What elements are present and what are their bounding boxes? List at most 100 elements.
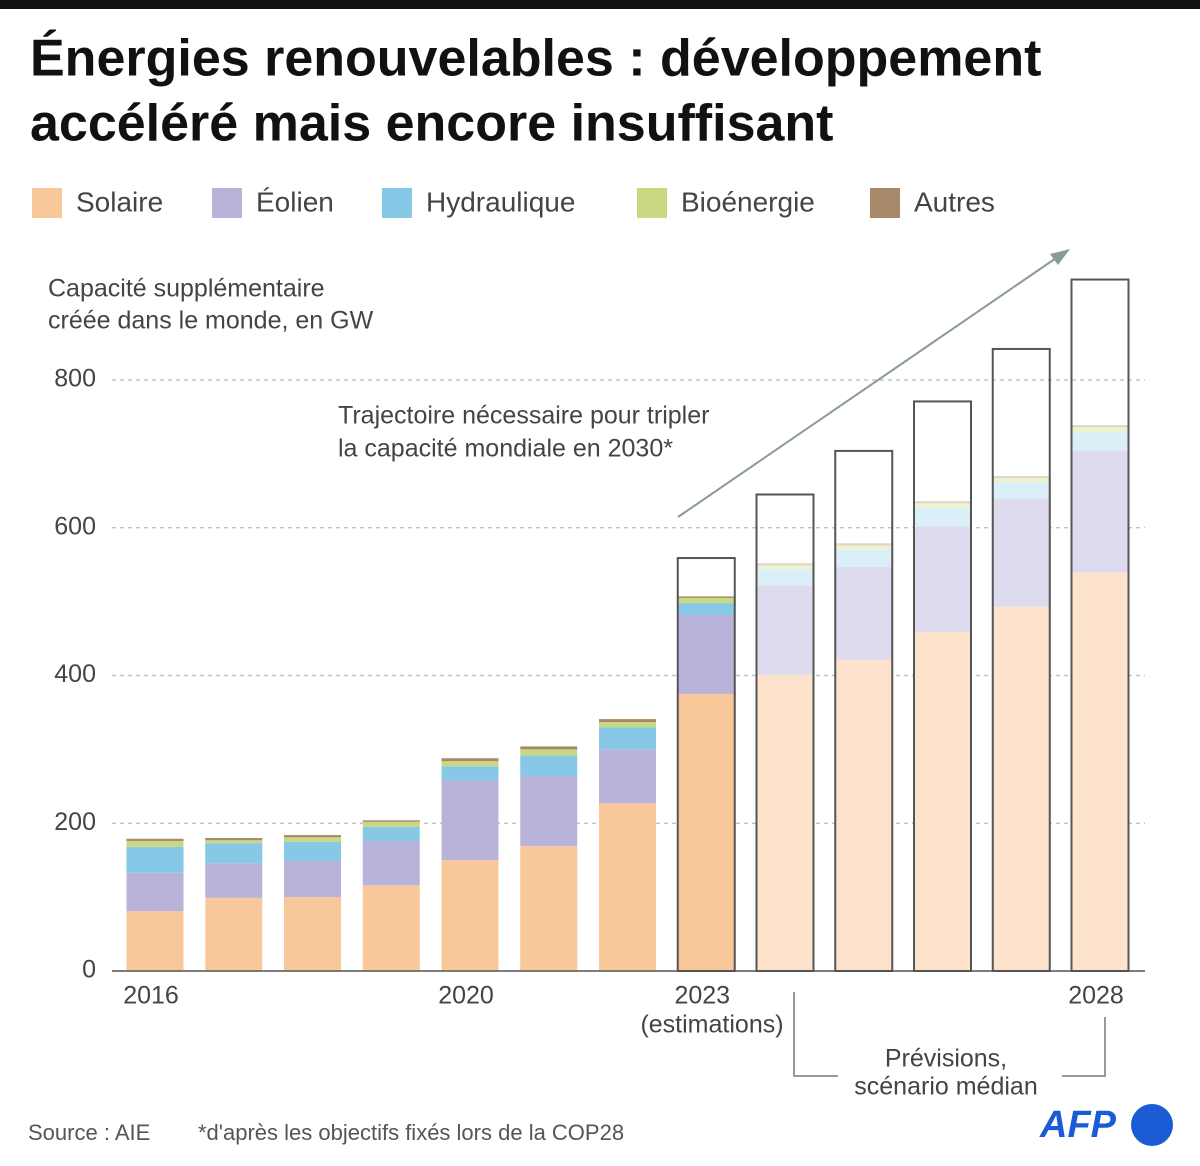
bar-segment bbox=[284, 897, 341, 971]
bar-segment bbox=[599, 727, 656, 750]
legend-swatch bbox=[32, 188, 62, 218]
forecast-note: scénario médian bbox=[854, 1073, 1037, 1101]
bar-segment bbox=[835, 566, 893, 660]
bar-segment bbox=[599, 719, 656, 723]
legend-swatch bbox=[382, 188, 412, 218]
y-tick-label: 400 bbox=[54, 660, 96, 688]
bar-segment bbox=[441, 758, 499, 762]
bar-segment bbox=[520, 846, 578, 971]
bar-segment bbox=[520, 775, 578, 847]
target-label: la capacité mondiale en 2030* bbox=[338, 435, 673, 463]
bar-segment bbox=[599, 722, 656, 728]
logo-dot bbox=[1131, 1104, 1173, 1146]
y-tick-label: 800 bbox=[54, 365, 96, 393]
top-rule bbox=[0, 0, 1200, 9]
bar-segment bbox=[914, 631, 971, 971]
bar-segment bbox=[1071, 432, 1129, 451]
bar-segment bbox=[362, 826, 420, 841]
bar-segment bbox=[284, 841, 341, 861]
legend-label: Bioénergie bbox=[681, 186, 815, 217]
bar-segment bbox=[205, 838, 263, 841]
bar-segment bbox=[914, 526, 971, 632]
bar-segment bbox=[126, 846, 184, 873]
forecast-bracket bbox=[1062, 1017, 1106, 1077]
legend-label: Hydraulique bbox=[426, 186, 575, 217]
y-tick-label: 200 bbox=[54, 808, 96, 836]
bar-segment bbox=[362, 885, 420, 971]
legend-swatch bbox=[212, 188, 242, 218]
bar-segment bbox=[520, 746, 578, 750]
bar-segment bbox=[835, 549, 893, 567]
source: Source : AIE bbox=[28, 1120, 150, 1145]
legend-swatch bbox=[637, 188, 667, 218]
x-tick-label: 2016 bbox=[123, 982, 179, 1010]
bar-segment bbox=[205, 897, 263, 971]
bar-segment bbox=[520, 749, 578, 756]
bar-segment bbox=[126, 872, 184, 912]
bar-segment bbox=[677, 597, 735, 604]
chart-title: accéléré mais encore insuffisant bbox=[30, 95, 834, 153]
legend-swatch bbox=[870, 188, 900, 218]
category-note: (estimations) bbox=[640, 1011, 783, 1039]
bar-segment bbox=[126, 838, 184, 841]
bar-segment bbox=[441, 766, 499, 781]
chart-title: Énergies renouvelables : développement bbox=[30, 30, 1041, 88]
bar-segment bbox=[284, 860, 341, 898]
legend-label: Autres bbox=[914, 186, 995, 217]
bar-segment bbox=[677, 614, 735, 694]
bar-segment bbox=[914, 501, 971, 504]
bar-segment bbox=[914, 507, 971, 527]
forecast-note: Prévisions, bbox=[885, 1045, 1007, 1073]
bar-segment bbox=[756, 565, 814, 570]
target-label: Trajectoire nécessaire pour tripler bbox=[338, 402, 709, 430]
forecast-bracket bbox=[793, 992, 838, 1077]
legend-label: Solaire bbox=[76, 186, 163, 217]
y-axis-label: créée dans le monde, en GW bbox=[48, 307, 374, 335]
bar-segment bbox=[1071, 427, 1129, 433]
y-tick-label: 0 bbox=[82, 956, 96, 984]
bar-segment bbox=[441, 860, 499, 971]
y-axis-label: Capacité supplémentaire bbox=[48, 275, 325, 303]
bar-segment bbox=[599, 749, 656, 804]
target-arrow bbox=[677, 253, 1063, 518]
bar-segment bbox=[992, 478, 1050, 482]
bar-segment bbox=[756, 674, 814, 971]
bar-segment bbox=[677, 693, 735, 971]
bar-segment bbox=[284, 835, 341, 838]
bar-segment bbox=[835, 543, 893, 546]
x-tick-label: 2028 bbox=[1068, 982, 1124, 1010]
bar-segment bbox=[677, 603, 735, 615]
bar-segment bbox=[362, 840, 420, 886]
bar-segment bbox=[992, 481, 1050, 499]
bar-segment bbox=[205, 843, 263, 864]
bar-segment bbox=[205, 863, 263, 898]
target-arrowhead bbox=[1050, 249, 1070, 265]
bar-segment bbox=[126, 840, 184, 847]
bar-segment bbox=[362, 820, 420, 822]
y-tick-label: 600 bbox=[54, 512, 96, 540]
bar-segment bbox=[520, 755, 578, 776]
bar-segment bbox=[835, 659, 893, 971]
bar-segment bbox=[599, 803, 656, 971]
logo: AFP bbox=[1039, 1104, 1117, 1146]
legend-label: Éolien bbox=[256, 186, 334, 217]
x-tick-label: 2020 bbox=[438, 982, 494, 1010]
bar-segment bbox=[1071, 450, 1129, 573]
x-tick-label: 2023 bbox=[674, 982, 730, 1010]
bar-segment bbox=[126, 911, 184, 971]
bar-segment bbox=[756, 569, 814, 586]
bar-segment bbox=[992, 476, 1050, 479]
bar-segment bbox=[992, 498, 1050, 607]
bar-segment bbox=[914, 503, 971, 508]
bar-segment bbox=[441, 780, 499, 861]
footnote: *d'après les objectifs fixés lors de la … bbox=[198, 1120, 624, 1145]
bar-segment bbox=[992, 606, 1050, 971]
bar-segment bbox=[1071, 572, 1129, 971]
bar-segment bbox=[284, 837, 341, 842]
bar-segment bbox=[205, 840, 263, 844]
bar-segment bbox=[441, 761, 499, 767]
bar-segment bbox=[677, 596, 735, 598]
bar-segment bbox=[756, 563, 814, 566]
bar-segment bbox=[756, 585, 814, 675]
